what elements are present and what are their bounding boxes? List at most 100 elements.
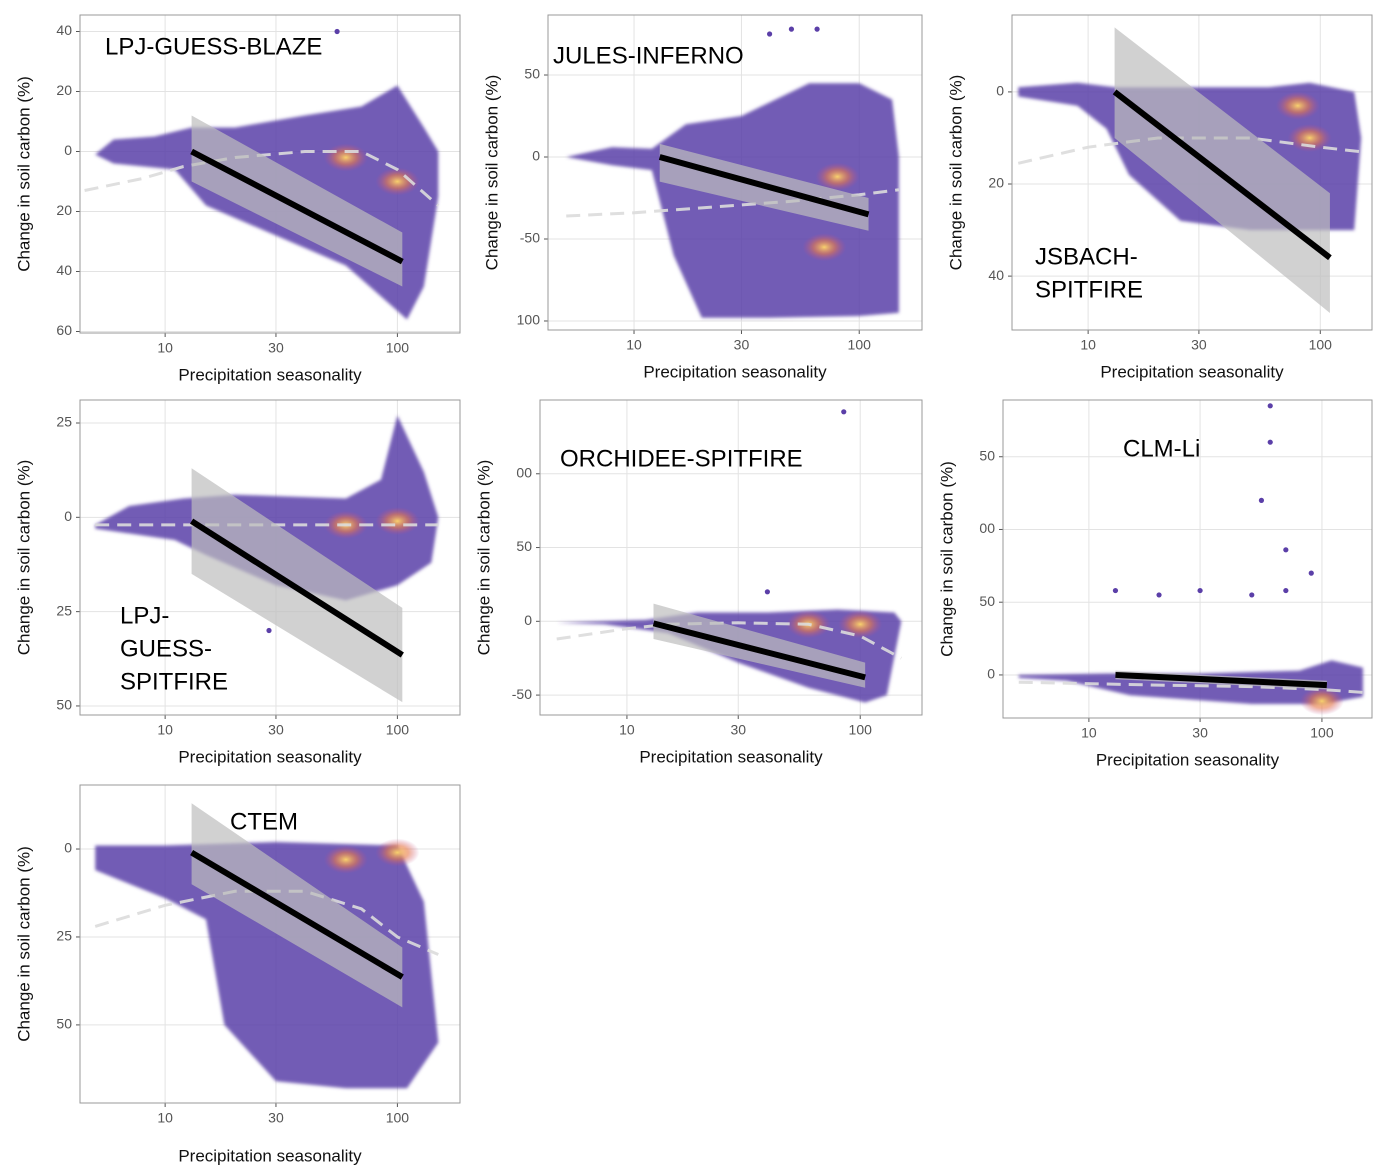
x-tick-label: 100 [386, 1110, 410, 1126]
x-tick-label: 30 [730, 722, 746, 738]
plot-border [79, 399, 461, 716]
y-tick-label: 20 [56, 202, 72, 218]
y-axis-label: Change in soil carbon (%) [14, 76, 33, 272]
confidence-band [1114, 27, 1330, 313]
outlier-point [1283, 587, 1289, 594]
x-tick-label: 10 [157, 722, 173, 738]
density-hotspot [323, 845, 368, 874]
confidence-band [191, 803, 403, 1008]
outlier-point [788, 26, 795, 32]
panel-title: SPITFIRE [1035, 276, 1143, 303]
outlier-point [1267, 403, 1273, 409]
panel-title: ORCHIDEE-SPITFIRE [560, 445, 803, 472]
x-tick-label: 10 [619, 722, 635, 738]
y-tick-label: 50 [979, 593, 995, 609]
panel-title: SPITFIRE [120, 668, 228, 695]
x-tick-label: 100 [849, 722, 873, 738]
regression-line [1115, 671, 1328, 689]
y-tick-label: -50 [512, 686, 532, 702]
plot-layer [556, 409, 903, 703]
x-tick-label: 10 [626, 337, 642, 353]
loess-curve [84, 150, 440, 207]
x-tick-label: 100 [1309, 337, 1333, 353]
y-tick-label: 50 [524, 66, 540, 82]
regression-line [1112, 89, 1332, 261]
y-tick-label: 40 [988, 267, 1004, 283]
panel-title: GUESS- [120, 635, 212, 662]
y-axis-label: Change in soil carbon (%) [946, 75, 965, 271]
panel-title: CTEM [230, 808, 298, 835]
x-tick-label: 100 [848, 337, 872, 353]
plot-background [1003, 400, 1372, 718]
y-tick-label: 25 [56, 602, 72, 618]
density-hotspot [802, 233, 847, 262]
y-tick-label: 50 [979, 447, 995, 463]
outlier-point [1308, 570, 1314, 576]
outlier-point [1197, 587, 1203, 594]
x-tick-label: 10 [1081, 725, 1097, 741]
plot-border [79, 14, 461, 334]
y-axis-label: Change in soil carbon (%) [937, 461, 956, 657]
x-axis-label: Precipitation seasonality [178, 747, 362, 766]
y-axis-label: Change in soil carbon (%) [14, 846, 33, 1042]
density-hotspot [375, 838, 420, 867]
y-tick-label: 50 [56, 1016, 72, 1032]
y-tick-label: -50 [520, 230, 540, 246]
y-tick-label: 50 [56, 697, 72, 713]
outlier-point [1267, 439, 1273, 445]
x-tick-label: 30 [268, 340, 284, 356]
density-hotspot [815, 162, 860, 191]
plot-layer [1017, 27, 1362, 313]
x-tick-label: 30 [734, 337, 750, 353]
x-tick-label: 100 [1310, 725, 1334, 741]
panel-title: JULES-INFERNO [553, 42, 744, 69]
x-tick-label: 100 [386, 340, 410, 356]
panel: 50 00 50 0 10 30 100 CLM-Li Precipitation season… [937, 399, 1373, 769]
y-tick-label: 0 [987, 666, 995, 682]
density-hotspot [323, 143, 368, 172]
y-tick-label: 0 [64, 142, 72, 158]
y-tick-label: 0 [64, 508, 72, 524]
y-tick-label: 00 [979, 520, 995, 536]
y-tick-label: 0 [524, 612, 532, 628]
x-axis-label: Precipitation seasonality [178, 1146, 362, 1165]
x-tick-label: 30 [1191, 337, 1207, 353]
plot-layer [566, 26, 900, 318]
y-tick-label: 00 [516, 464, 532, 480]
y-tick-label: 0 [532, 148, 540, 164]
y-tick-label: 0 [64, 840, 72, 856]
regression-line [190, 148, 404, 265]
outlier-point [1112, 587, 1119, 594]
regression-line [190, 849, 404, 980]
outlier-point [1249, 592, 1255, 598]
outlier-point [841, 409, 847, 415]
panel: 0 25 50 10 30 100 CTEM Precipitation seasonalit… [14, 784, 461, 1165]
y-tick-label: 20 [988, 175, 1004, 191]
y-tick-label: 0 [996, 83, 1004, 99]
panel: 25 0 25 50 10 30 100 LPJ- GUESS- SPITFIRE Precipit… [14, 399, 461, 766]
x-tick-label: 30 [1192, 725, 1208, 741]
outlier-point [334, 28, 340, 35]
panel-title: JSBACH- [1035, 243, 1138, 270]
x-axis-label: Precipitation seasonality [643, 362, 827, 381]
y-tick-label: 40 [56, 262, 72, 278]
panel: 40 20 0 20 40 60 10 30 100 LPJ-GUESS-BLAZE Precipi… [14, 14, 461, 384]
panel: 0 20 40 10 30 100 JSBACH- SPITFIRE Precipitation… [946, 14, 1373, 381]
plot-layer [94, 803, 439, 1089]
outlier-point [1283, 547, 1289, 553]
x-tick-label: 10 [157, 340, 173, 356]
regression-line [189, 518, 404, 658]
plot-border [547, 14, 923, 331]
y-axis-label: Change in soil carbon (%) [14, 460, 33, 656]
plot-border [79, 784, 461, 1104]
x-tick-label: 10 [1080, 337, 1096, 353]
outlier-point [814, 26, 820, 32]
plot-border [1011, 14, 1373, 331]
density-hotspot [838, 610, 883, 639]
density-hotspot [1299, 687, 1344, 716]
outlier-point [767, 31, 773, 37]
regression-line [652, 620, 866, 681]
panel: 00 50 0 -50 10 30 100 ORCHIDEE-SPITFIRE Precipit… [474, 399, 923, 766]
y-tick-label: 50 [516, 538, 532, 554]
outlier-point [1156, 592, 1162, 598]
